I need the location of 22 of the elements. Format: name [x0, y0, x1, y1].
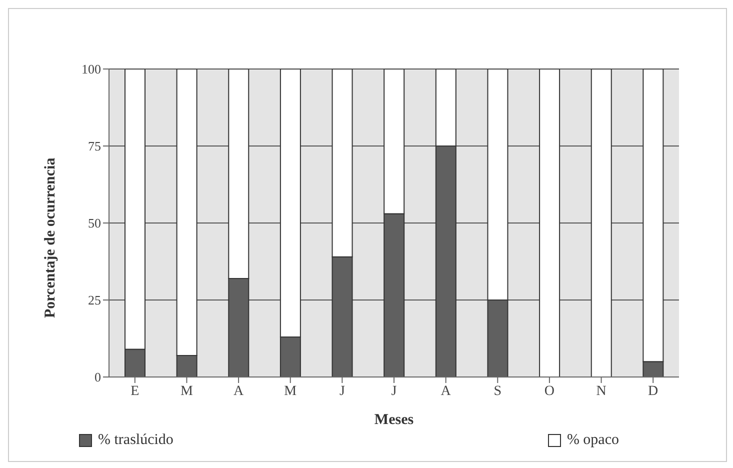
bar	[539, 69, 560, 377]
x-tick-label: J	[339, 384, 346, 399]
x-tick-label: O	[544, 384, 555, 399]
x-tick-label: A	[440, 384, 452, 399]
x-tick-label: M	[284, 384, 298, 399]
x-tick-label: D	[648, 384, 658, 399]
bar	[590, 69, 612, 377]
y-tick-label: 50	[88, 216, 101, 231]
y-tick-label: 25	[88, 292, 101, 308]
x-tick-label: M	[180, 384, 194, 399]
x-tick-label: J	[391, 384, 398, 399]
y-tick-label: 75	[88, 138, 101, 154]
x-tick-label: A	[233, 384, 244, 399]
y-tick-label: 0	[94, 370, 101, 385]
x-axis-title: Meses	[374, 412, 414, 428]
y-tick-label: 100	[82, 62, 101, 77]
legend-label: % traslúcido	[98, 432, 174, 449]
x-tick-label: E	[130, 384, 140, 399]
x-tick-label: N	[596, 384, 606, 399]
legend-label: % opaco	[566, 432, 619, 449]
y-axis-title: Porcentaje de ocurrencia	[42, 157, 58, 318]
x-tick-label: S	[494, 384, 502, 399]
